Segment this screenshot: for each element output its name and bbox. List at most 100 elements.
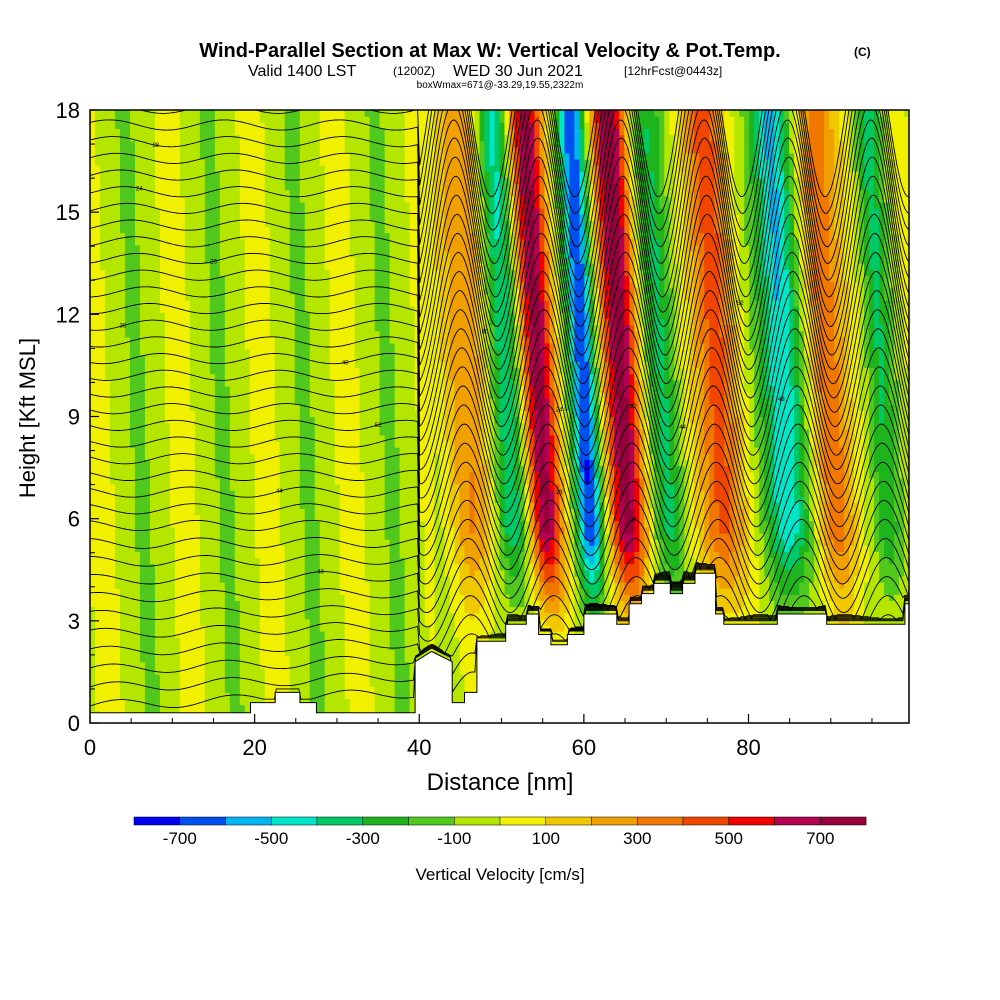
velocity-cell	[194, 680, 201, 687]
velocity-cell	[249, 336, 256, 344]
velocity-cell	[249, 257, 256, 264]
velocity-cell	[254, 122, 261, 129]
velocity-cell	[99, 385, 106, 393]
velocity-cell	[90, 232, 96, 240]
velocity-cell	[129, 195, 136, 203]
velocity-cell	[119, 342, 126, 350]
velocity-cell	[279, 459, 286, 467]
velocity-cell	[124, 324, 131, 332]
velocity-cell	[239, 195, 246, 203]
velocity-cell	[294, 490, 301, 497]
velocity-cell	[159, 483, 166, 491]
velocity-cell	[244, 214, 251, 221]
velocity-cell	[224, 244, 231, 252]
velocity-cell	[219, 159, 226, 166]
velocity-cell	[109, 134, 116, 142]
velocity-cell	[99, 606, 106, 614]
velocity-cell	[319, 532, 326, 540]
velocity-cell	[104, 183, 111, 191]
velocity-cell	[314, 201, 321, 209]
velocity-cell	[90, 195, 96, 203]
velocity-cell	[324, 324, 331, 332]
velocity-cell	[179, 269, 186, 277]
velocity-cell	[174, 140, 181, 148]
velocity-cell	[189, 514, 196, 522]
velocity-cell	[219, 441, 226, 448]
velocity-cell	[309, 428, 316, 436]
velocity-cell	[114, 269, 121, 277]
velocity-cell	[94, 146, 101, 154]
velocity-cell	[139, 263, 146, 270]
velocity-cell	[289, 214, 296, 221]
velocity-cell	[334, 287, 341, 295]
velocity-cell	[154, 336, 161, 344]
velocity-cell	[309, 398, 316, 405]
velocity-cell	[334, 349, 341, 356]
velocity-cell	[324, 257, 331, 264]
velocity-cell	[124, 416, 131, 424]
velocity-cell	[224, 404, 231, 411]
velocity-cell	[94, 122, 101, 129]
velocity-cell	[104, 300, 111, 307]
velocity-cell	[299, 416, 306, 424]
velocity-cell	[169, 692, 176, 700]
velocity-cell	[259, 471, 266, 479]
velocity-cell	[149, 582, 156, 589]
velocity-cell	[304, 624, 311, 632]
velocity-cell	[214, 159, 221, 166]
velocity-cell	[139, 238, 146, 246]
velocity-cell	[194, 116, 201, 123]
velocity-cell	[139, 520, 146, 528]
velocity-cell	[179, 214, 186, 221]
velocity-cell	[159, 428, 166, 436]
velocity-cell	[234, 477, 241, 485]
velocity-cell	[259, 594, 266, 601]
velocity-cell	[154, 563, 161, 571]
velocity-cell	[90, 618, 96, 626]
velocity-cell	[90, 128, 96, 136]
velocity-cell	[169, 122, 176, 129]
velocity-cell	[124, 471, 131, 479]
velocity-cell	[179, 318, 186, 326]
velocity-cell	[99, 545, 106, 552]
velocity-cell	[119, 226, 126, 234]
velocity-cell	[289, 422, 296, 430]
velocity-cell	[289, 201, 296, 209]
velocity-cell	[99, 588, 106, 595]
velocity-cell	[129, 569, 136, 577]
velocity-cell	[184, 704, 191, 712]
velocity-cell	[104, 398, 111, 405]
velocity-cell	[259, 447, 266, 454]
velocity-cell	[269, 342, 276, 350]
velocity-cell	[324, 606, 331, 614]
velocity-cell	[309, 257, 316, 264]
velocity-cell	[199, 300, 206, 307]
velocity-cell	[289, 226, 296, 234]
velocity-cell	[234, 177, 241, 185]
velocity-cell	[264, 201, 271, 209]
velocity-cell	[189, 667, 196, 675]
velocity-cell	[254, 532, 261, 540]
velocity-cell	[179, 250, 186, 258]
velocity-cell	[214, 465, 221, 473]
velocity-cell	[249, 434, 256, 442]
velocity-cell	[279, 134, 286, 142]
velocity-cell	[99, 477, 106, 485]
velocity-cell	[144, 551, 151, 559]
velocity-cell	[324, 434, 331, 442]
velocity-cell	[139, 483, 146, 491]
velocity-cell	[139, 404, 146, 411]
velocity-cell	[174, 490, 181, 497]
velocity-cell	[159, 465, 166, 473]
velocity-cell	[129, 159, 136, 166]
velocity-cell	[119, 526, 126, 534]
velocity-cell	[259, 557, 266, 565]
velocity-cell	[244, 428, 251, 436]
velocity-cell	[269, 361, 276, 369]
velocity-cell	[204, 416, 211, 424]
velocity-cell	[284, 134, 291, 142]
velocity-cell	[239, 208, 246, 215]
velocity-cell	[239, 342, 246, 350]
velocity-cell	[274, 398, 281, 405]
velocity-cell	[269, 447, 276, 454]
